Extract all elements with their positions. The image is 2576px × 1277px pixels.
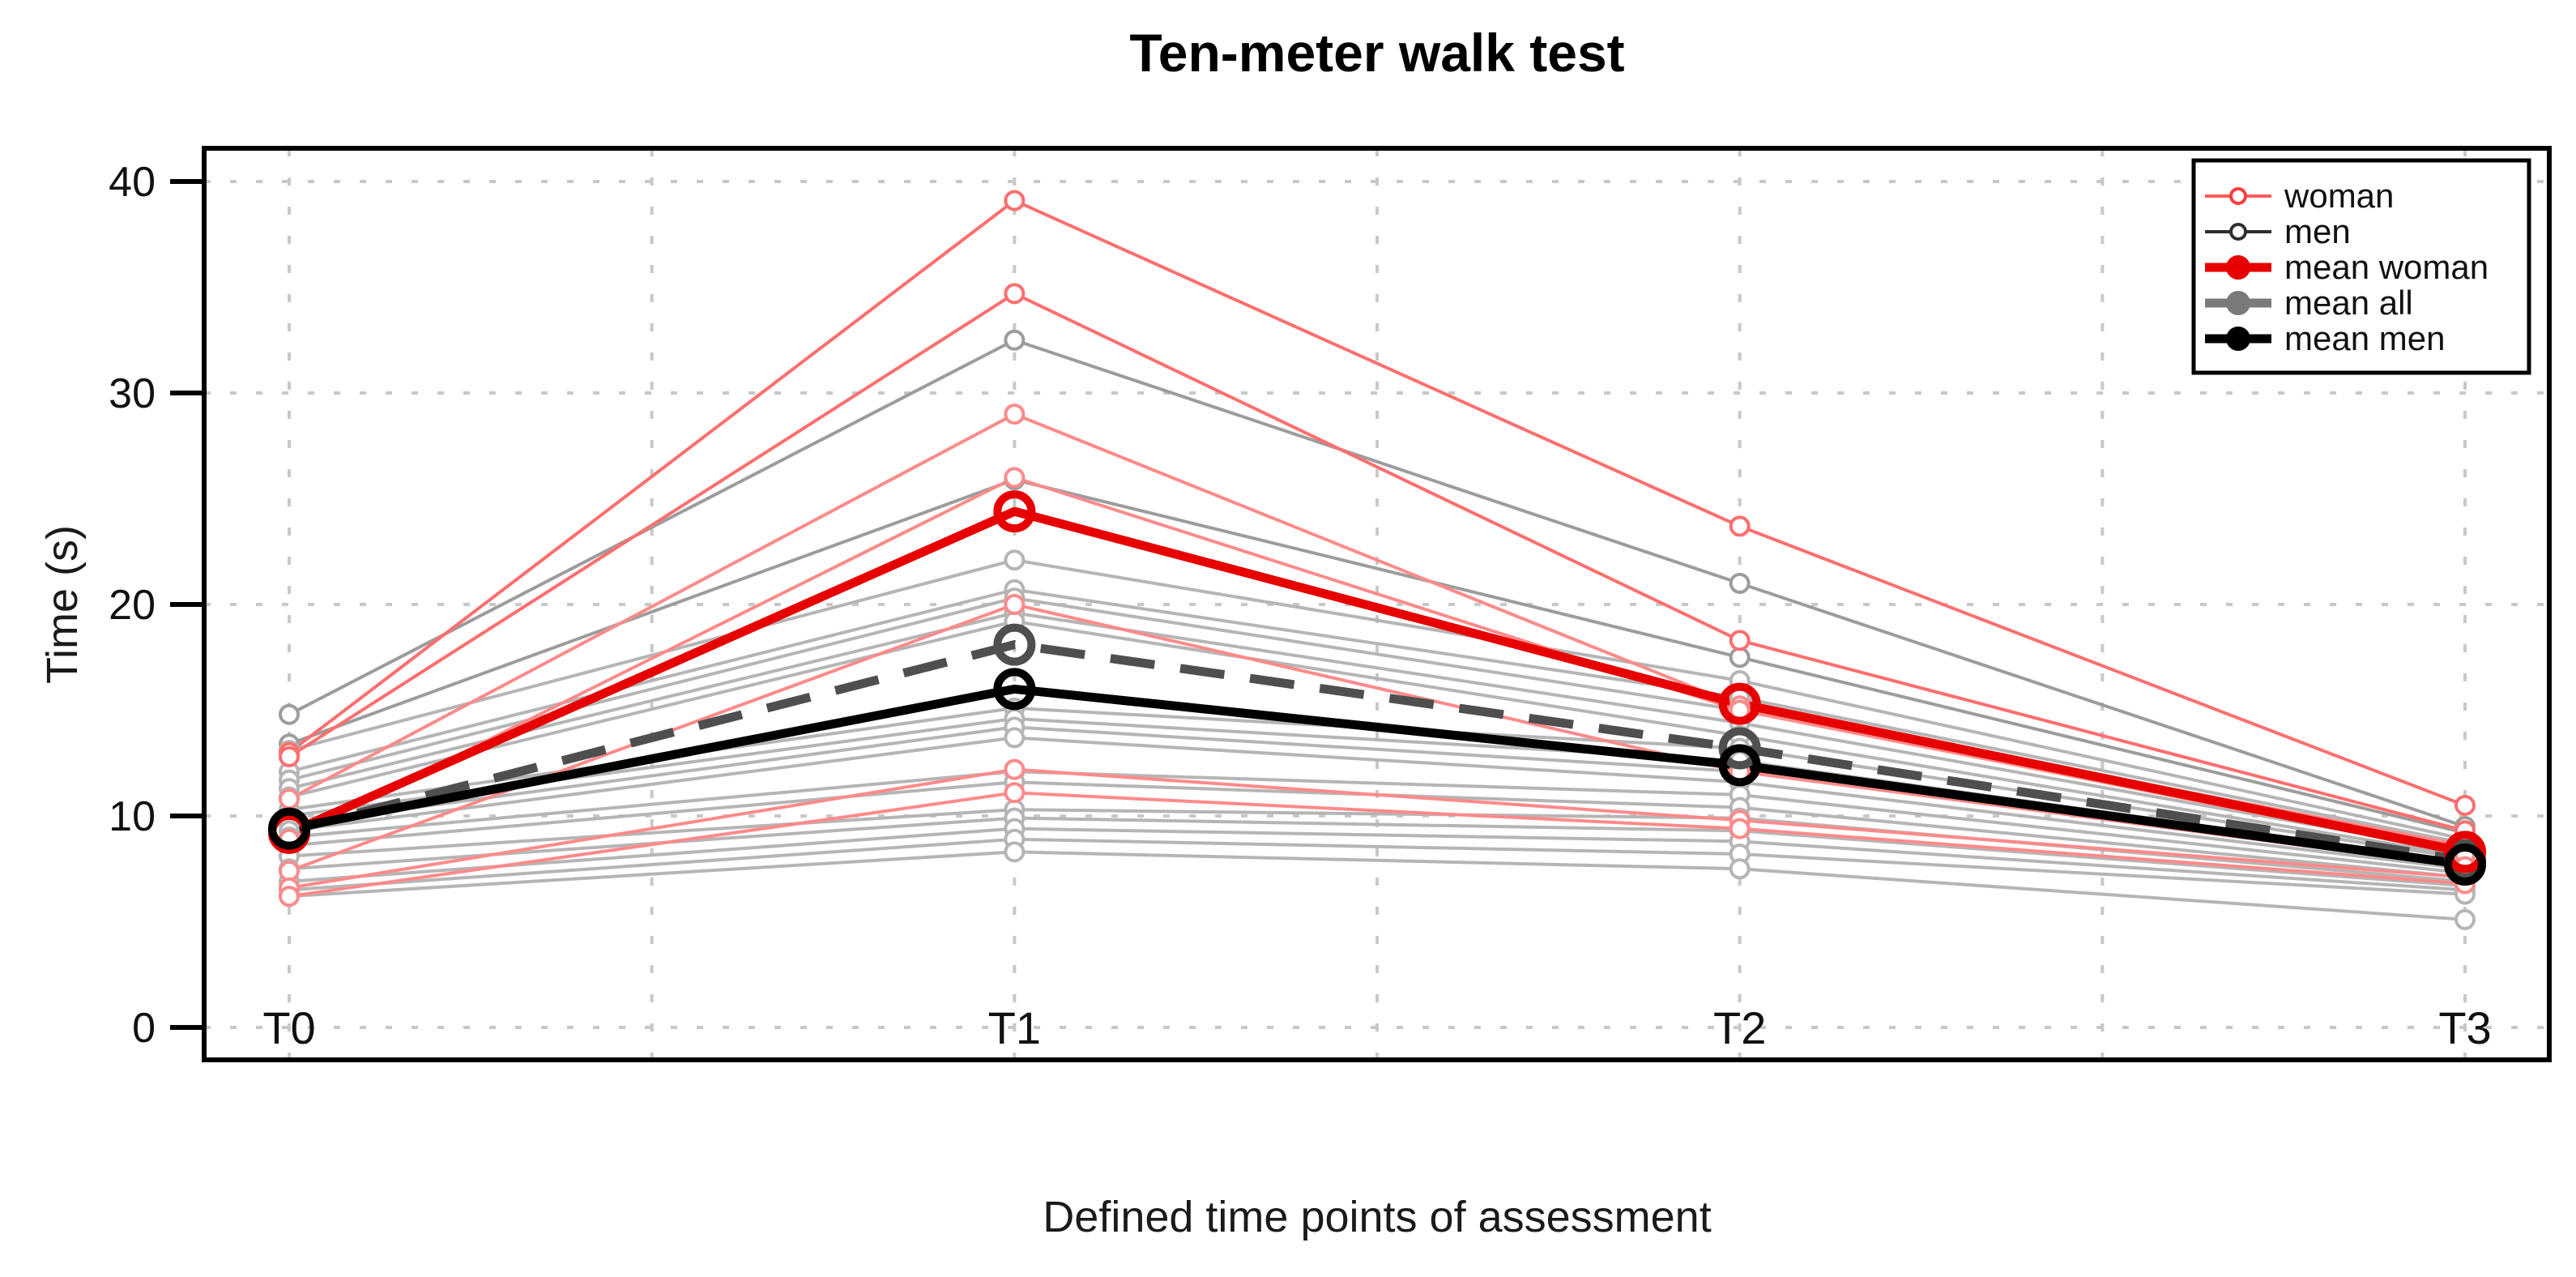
participant-line-man-1 [288, 338, 2466, 828]
participant-marker-woman-7-T0 [279, 886, 300, 908]
participant-marker-man-11-T1 [1004, 727, 1026, 749]
mean-marker-mean-woman-T2 [1718, 682, 1761, 725]
participant-line-man-4 [288, 587, 2466, 845]
y-tick-label-10: 10 [109, 793, 156, 840]
mean-marker-mean-men-T0 [268, 807, 310, 850]
participant-line-man-17 [288, 837, 2466, 896]
participant-marker-woman-2-T1 [1004, 283, 1026, 305]
legend-label-4: mean men [2284, 319, 2445, 357]
x-category-label-T0: T0 [262, 1002, 315, 1053]
legend-label-2: mean woman [2284, 248, 2489, 286]
axis-layer: 0 10 20 30 40 T0 T1 T2 T3 [109, 146, 2552, 1062]
participant-line-woman-7 [288, 791, 2466, 899]
legend-item-woman: woman [2205, 177, 2394, 215]
legend-label-0: woman [2284, 177, 2394, 215]
participant-marker-man-18-T2 [1729, 858, 1751, 880]
series-layer [268, 190, 2486, 930]
grid-layer [204, 148, 2549, 1060]
legend-item-mean-all: mean all [2205, 284, 2413, 322]
participant-line-man-18 [288, 850, 2466, 921]
mean-marker-mean-men-T2 [1718, 744, 1761, 787]
legend-item-men: men [2205, 212, 2351, 250]
participant-marker-woman-1-T3 [2454, 794, 2476, 816]
participant-marker-man-1-T0 [279, 703, 300, 725]
legend-marker-filled-circle-2 [2226, 255, 2250, 280]
participant-marker-woman-4-T1 [1004, 467, 1026, 489]
participant-marker-woman-1-T1 [1004, 190, 1026, 211]
legend-label-1: men [2284, 212, 2351, 250]
mean-line-mean-all [288, 639, 2466, 865]
participant-marker-woman-5-T0 [279, 860, 300, 882]
y-tick-label-40: 40 [109, 159, 156, 206]
y-tick-label-0: 0 [132, 1005, 156, 1052]
mean-marker-mean-men-T3 [2443, 844, 2486, 886]
x-category-label-T1: T1 [988, 1002, 1041, 1053]
participant-marker-woman-3-T1 [1004, 404, 1026, 425]
participant-line-man-16 [288, 826, 2466, 892]
mean-marker-mean-all-T1 [993, 623, 1036, 666]
chart-title: Ten-meter walk test [1129, 23, 1624, 83]
legend-marker-open-circle-0 [2229, 187, 2247, 205]
y-axis-label: Time (s) [38, 525, 87, 684]
participant-marker-woman-7-T1 [1004, 782, 1026, 804]
legend-marker-filled-circle-4 [2226, 327, 2250, 351]
mean-marker-mean-men-T1 [993, 668, 1036, 711]
x-axis-label: Defined time points of assessment [1043, 1193, 1711, 1241]
participant-marker-man-1-T2 [1729, 572, 1751, 594]
participant-marker-man-2-T2 [1729, 647, 1751, 668]
mean-line-mean-men [288, 684, 2466, 869]
participant-line-woman-2 [288, 292, 2466, 833]
participant-marker-woman-7-T2 [1729, 818, 1751, 839]
participant-line-man-12 [288, 770, 2466, 875]
participant-marker-man-3-T1 [1004, 549, 1026, 571]
participant-line-woman-1 [288, 199, 2466, 807]
x-category-label-T3: T3 [2438, 1002, 2491, 1053]
participant-marker-woman-2-T0 [279, 745, 300, 767]
mean-marker-mean-woman-T1 [993, 490, 1036, 533]
legend-marker-filled-circle-3 [2226, 291, 2250, 315]
participant-marker-woman-1-T2 [1729, 515, 1751, 537]
participant-line-man-2 [288, 477, 2466, 835]
participant-marker-woman-3-T0 [279, 788, 300, 810]
x-category-label-T2: T2 [1713, 1002, 1766, 1053]
legend-marker-open-circle-1 [2229, 223, 2247, 241]
participant-marker-man-18-T3 [2454, 908, 2476, 930]
legend-item-mean-men: mean men [2205, 319, 2445, 357]
participant-line-woman-6 [288, 767, 2466, 890]
legend-item-mean-woman: mean woman [2205, 248, 2489, 286]
y-tick-label-30: 30 [109, 370, 156, 417]
participant-line-man-7 [288, 619, 2466, 858]
participant-line-man-11 [288, 736, 2466, 871]
mean-marker-mean-woman-T3 [2443, 831, 2486, 873]
participant-marker-woman-6-T1 [1004, 758, 1026, 780]
participant-marker-man-18-T1 [1004, 841, 1026, 863]
mean-line-mean-woman [287, 506, 2467, 856]
legend-label-3: mean all [2284, 284, 2413, 322]
participant-marker-man-1-T1 [1004, 329, 1026, 351]
participant-marker-woman-5-T1 [1004, 594, 1026, 615]
participant-marker-woman-2-T2 [1729, 630, 1751, 651]
y-tick-label-20: 20 [109, 582, 156, 629]
participant-line-man-6 [288, 611, 2466, 854]
participant-line-man-3 [288, 558, 2466, 841]
mean-marker-mean-all-T2 [1718, 727, 1761, 770]
